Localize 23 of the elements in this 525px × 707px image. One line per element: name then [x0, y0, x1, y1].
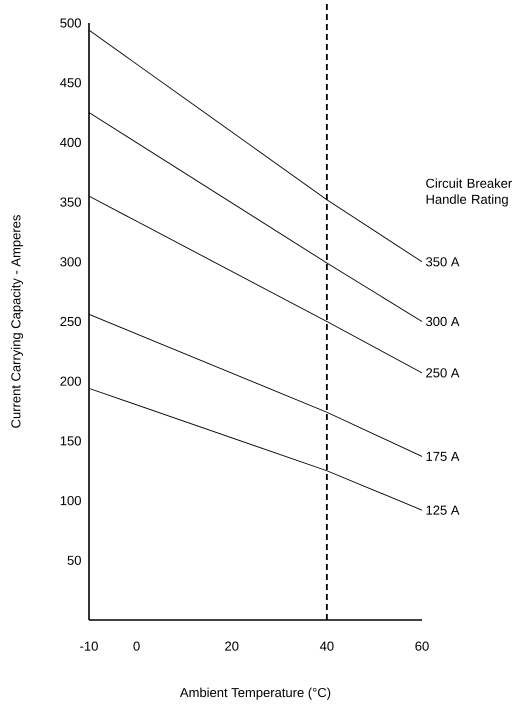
y-tick-label: 300: [60, 257, 81, 266]
series-label: 350 A: [426, 257, 460, 266]
y-tick-label: 50: [68, 556, 81, 565]
y-tick-label: 400: [60, 138, 81, 147]
x-tick-label: 60: [415, 642, 429, 651]
y-tick-label: 200: [60, 376, 81, 386]
y-tick-label: 150: [60, 436, 81, 446]
y-axis-title: Current Carrying Capacity - Amperes: [10, 215, 24, 428]
x-tick-label: -10: [80, 642, 98, 651]
y-tick-label: 250: [60, 316, 81, 326]
x-tick-label: 0: [133, 642, 140, 651]
series-label: 175 A: [426, 452, 460, 461]
y-tick-label: 350: [60, 197, 81, 207]
legend-title: Circuit Breaker Handle Rating: [426, 178, 512, 206]
series-label: 250 A: [426, 368, 460, 378]
x-tick-label: 40: [320, 642, 334, 651]
y-tick-label: 100: [60, 496, 81, 506]
series-label: 300 A: [426, 316, 460, 326]
y-tick-label: 450: [60, 78, 81, 88]
x-tick-label: 20: [225, 642, 238, 651]
y-tick-label: 500: [60, 18, 81, 28]
series-label: 125 A: [426, 506, 460, 515]
x-axis-title: Ambient Temperature (°C): [180, 688, 330, 700]
